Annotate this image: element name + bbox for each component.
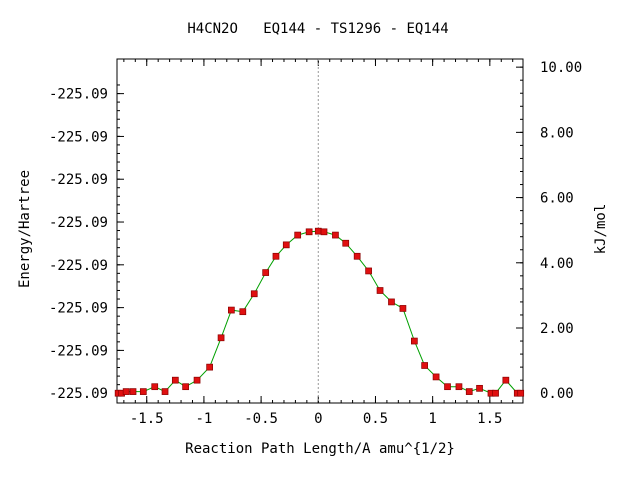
data-point [376,287,384,294]
data-point [151,383,159,391]
data-point [476,384,483,392]
x-tick-label: 0 [314,411,322,427]
data-point [353,252,361,260]
left-tick-label: -225.09 [49,301,108,317]
data-point [282,241,290,249]
chart-title: H4CN2O EQ144 - TS1296 - EQ144 [187,21,448,37]
data-point [305,228,313,236]
left-tick-label: -225.09 [49,258,108,274]
data-point [193,376,201,384]
data-point [502,376,510,384]
data-point [129,388,137,395]
right-tick-label: 10.00 [540,60,582,76]
x-tick-label: 1.5 [477,411,502,427]
data-point [239,308,247,316]
data-point [228,306,235,314]
data-point [421,362,428,369]
x-tick-label: 0.5 [363,411,388,427]
data-point [388,298,395,306]
data-point [250,290,258,298]
x-tick-label: -1.5 [130,411,164,427]
data-point [122,388,130,395]
ticks: -1.5 -1 -0.5 0 0.5 1 1.5 -225.09 -225.09 -225.09 -… [49,59,582,427]
data-point [314,227,322,235]
right-tick-label: 6.00 [540,191,574,207]
left-tick-label: -225.09 [49,215,108,231]
right-tick-label: 0.00 [540,386,574,402]
data-point [444,383,451,391]
y-axis-label-left: Energy/Hartree [17,170,33,288]
left-tick-label: -225.09 [49,343,108,359]
data-point [432,373,440,381]
data-point [161,388,169,395]
data-point [332,231,339,239]
data-point [139,388,147,395]
data-point [320,228,328,236]
left-tick-label: -225.09 [49,87,108,103]
series-line [118,230,521,394]
right-tick-label: 2.00 [540,321,574,337]
right-tick-label: 8.00 [540,125,574,141]
x-axis-label: Reaction Path Length/A amu^{1/2} [185,441,455,457]
data-point [399,305,407,312]
x-tick-label: -1 [195,411,212,427]
y-axis-label-right: kJ/mol [593,204,609,255]
x-tick-label: 1 [428,411,436,427]
data-point [365,267,372,275]
data-point [171,376,179,384]
data-point [217,334,225,342]
data-point [465,388,473,395]
left-tick-label: -225.09 [49,172,108,188]
data-point [272,252,280,260]
data-point [182,383,189,391]
data-point [411,337,418,345]
data-point [262,269,270,276]
data-point [342,239,350,247]
left-tick-label: -225.09 [49,386,108,402]
data-point [492,389,499,397]
data-points [114,227,525,397]
x-tick-label: -0.5 [244,411,278,427]
data-point [517,389,525,397]
right-tick-label: 4.00 [540,256,574,272]
data-point [294,231,302,239]
data-point [206,363,213,371]
left-tick-label: -225.09 [49,129,108,145]
data-point [455,383,463,391]
